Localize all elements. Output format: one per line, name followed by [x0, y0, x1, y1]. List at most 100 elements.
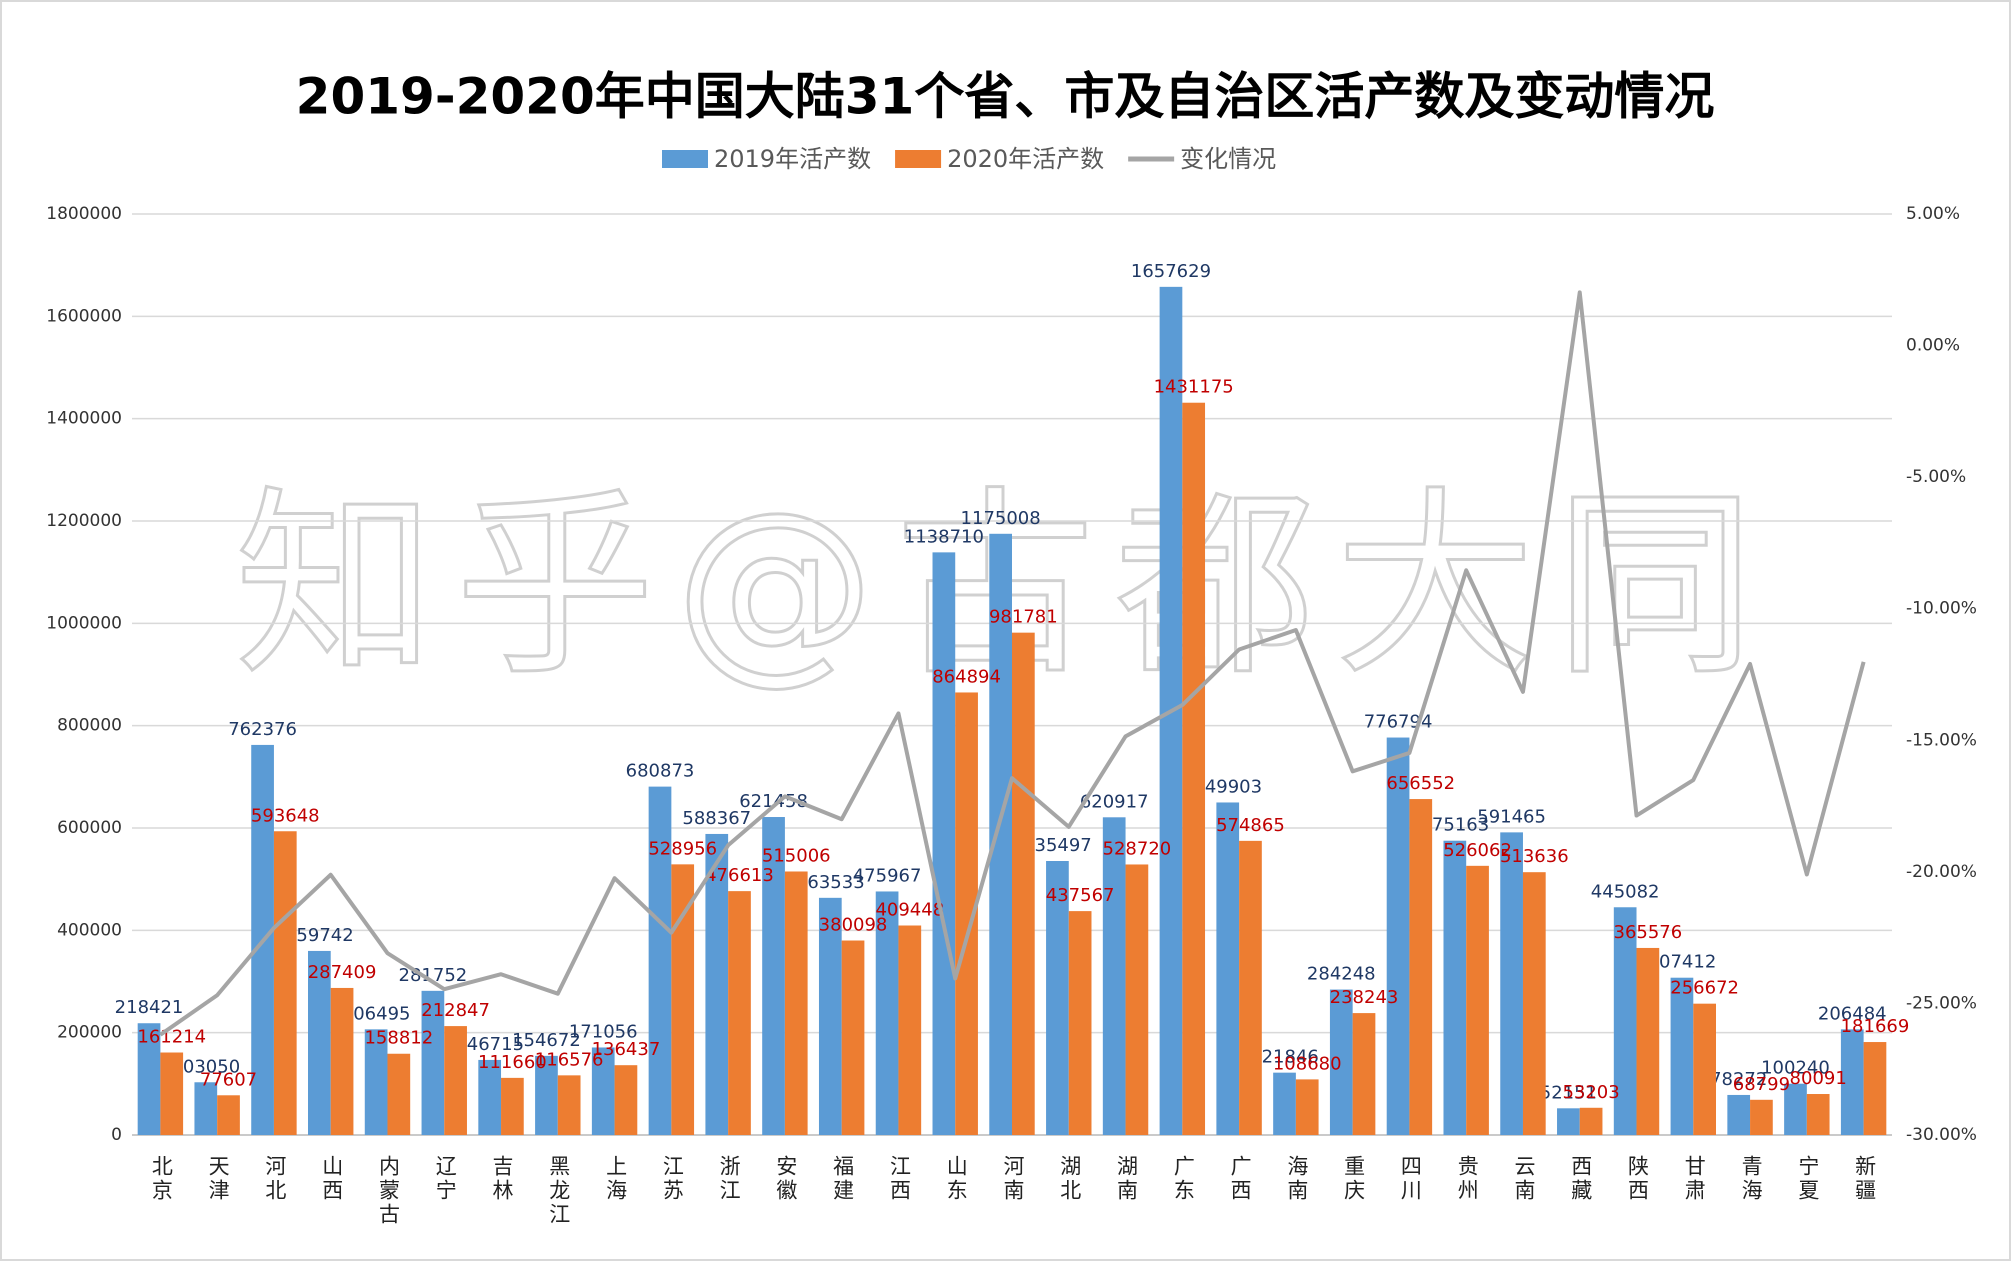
x-tick-label: 海南	[1285, 1155, 1309, 1203]
value-label: 437567	[1046, 885, 1115, 906]
bar	[1352, 1013, 1376, 1135]
x-tick-label: 宁夏	[1796, 1155, 1820, 1203]
value-label: 171056	[569, 1021, 638, 1042]
legend-label: 2020年活产数	[947, 145, 1104, 173]
bar	[1670, 977, 1694, 1135]
value-label: 515006	[762, 845, 831, 866]
x-tick-label: 陕西	[1626, 1155, 1650, 1203]
value-label: 680873	[626, 761, 695, 782]
y-tick-label: 800000	[57, 716, 122, 736]
x-tick-label: 吉林	[490, 1155, 514, 1203]
bar	[194, 1082, 218, 1135]
x-tick-label: 浙江	[717, 1155, 741, 1203]
legend-swatch	[895, 150, 942, 168]
bar	[818, 897, 842, 1135]
bar	[955, 692, 978, 1135]
bar	[160, 1052, 184, 1135]
legend-label: 2019年活产数	[714, 145, 871, 173]
value-label: 116576	[535, 1049, 604, 1070]
y2-tick-label: -10.00%	[1906, 599, 1977, 619]
value-label: 287409	[308, 962, 377, 983]
bar	[273, 831, 297, 1135]
bar	[1329, 989, 1353, 1135]
value-label: 981781	[989, 607, 1058, 628]
value-label: 365576	[1614, 922, 1683, 943]
bar	[1613, 907, 1637, 1135]
value-label: 409448	[875, 899, 944, 920]
bar	[1840, 1029, 1864, 1135]
value-label: 80091	[1790, 1068, 1847, 1089]
value-label: 158812	[364, 1028, 433, 1049]
x-tick-label: 贵州	[1455, 1155, 1479, 1203]
value-label: 445082	[1591, 881, 1660, 902]
value-label: 1657629	[1131, 261, 1211, 282]
x-tick-label: 四川	[1398, 1155, 1422, 1203]
value-label: 218421	[115, 997, 184, 1018]
value-label: 154672	[512, 1030, 581, 1051]
value-label: 864894	[932, 666, 1001, 687]
bar	[1557, 1108, 1580, 1135]
value-label: 284248	[1307, 964, 1376, 985]
value-label: 1138710	[904, 526, 984, 547]
x-tick-label: 西藏	[1569, 1155, 1593, 1203]
bar	[421, 990, 445, 1135]
bar	[762, 817, 785, 1135]
x-tick-label: 安徽	[774, 1155, 798, 1203]
value-label: 146715	[455, 1034, 524, 1055]
x-tick-label: 河北	[263, 1155, 287, 1203]
bar	[1102, 817, 1126, 1135]
value-label: 535497	[1023, 835, 1092, 856]
legend-swatch	[662, 150, 708, 168]
y2-tick-label: -30.00%	[1906, 1125, 1977, 1145]
bar	[1409, 799, 1433, 1135]
x-tick-label: 重庆	[1342, 1155, 1366, 1203]
value-label: 78272	[1710, 1069, 1767, 1090]
bar	[1806, 1094, 1830, 1135]
value-label: 1431175	[1154, 377, 1234, 398]
value-label: 111660	[478, 1052, 547, 1073]
value-label: 121846	[1250, 1047, 1319, 1068]
x-tick-label: 云南	[1512, 1155, 1536, 1203]
value-label: 136437	[592, 1039, 661, 1060]
bar	[1239, 840, 1262, 1135]
bar	[1125, 864, 1149, 1135]
value-label: 307412	[1648, 952, 1717, 973]
y2-tick-label: 5.00%	[1906, 204, 1960, 224]
bar	[898, 925, 922, 1135]
value-label: 526062	[1443, 840, 1512, 861]
bar	[1216, 802, 1240, 1135]
bar	[1443, 840, 1467, 1135]
x-tick-label: 福建	[831, 1155, 855, 1203]
y2-tick-label: -25.00%	[1906, 993, 1977, 1013]
bar	[875, 891, 899, 1135]
value-label: 656552	[1386, 773, 1455, 794]
value-label: 620917	[1080, 791, 1149, 812]
x-tick-label: 山东	[944, 1155, 968, 1203]
bar	[364, 1029, 388, 1135]
y2-tick-label: -5.00%	[1906, 467, 1966, 487]
x-tick-label: 北京	[149, 1155, 173, 1203]
bar	[137, 1023, 161, 1135]
y-tick-label: 200000	[57, 1023, 122, 1043]
y2-tick-label: 0.00%	[1906, 336, 1960, 356]
x-tick-label: 河南	[1001, 1155, 1025, 1203]
value-label: 52151	[1540, 1082, 1597, 1103]
x-tick-label: 广东	[1171, 1155, 1195, 1203]
y-tick-label: 1000000	[46, 613, 122, 633]
value-label: 103050	[171, 1056, 240, 1077]
value-label: 776794	[1364, 712, 1433, 733]
bar	[478, 1059, 502, 1135]
y-tick-label: 600000	[57, 818, 122, 838]
line	[159, 290, 1866, 1037]
bar	[1068, 911, 1092, 1135]
bar	[1784, 1083, 1807, 1135]
bar	[728, 891, 751, 1135]
value-label: 593648	[251, 805, 320, 826]
value-label: 206495	[342, 1003, 411, 1024]
bar	[1295, 1079, 1319, 1135]
value-label: 161214	[137, 1027, 206, 1048]
y-tick-label: 1400000	[46, 409, 122, 429]
value-label: 575163	[1420, 815, 1489, 836]
value-label: 53203	[1562, 1082, 1619, 1103]
value-label: 475967	[853, 865, 922, 886]
